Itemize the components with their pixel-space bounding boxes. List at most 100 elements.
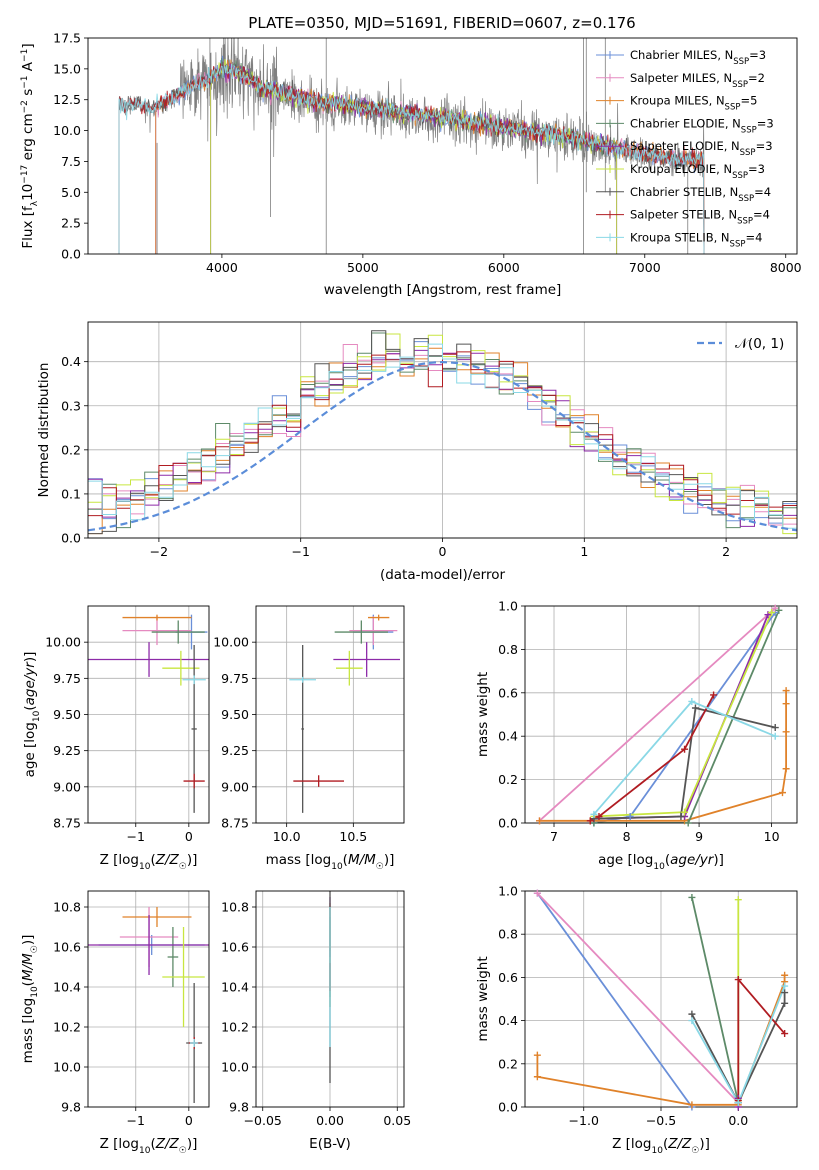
axes-frame: [255, 605, 405, 824]
legend-entry-value: =4: [754, 185, 771, 199]
y-axis-label-part: mass weight: [475, 956, 491, 1041]
x-tick-label: 0.05: [383, 1113, 411, 1128]
y-tick-label: 9.00: [53, 779, 81, 794]
mass-weight-marker: [764, 611, 772, 619]
x-axis-label-part: )]: [187, 852, 198, 868]
y-axis-label: Flux [fλ10−17 erg cm−2 s−1 A−1]: [20, 43, 40, 248]
y-tick-label: 8.75: [53, 816, 81, 831]
y-axis-label-part: age [log: [22, 722, 38, 777]
y-axis-label: mass weight: [475, 956, 491, 1041]
mass-weight-marker: [533, 889, 541, 897]
x-axis-label-part: Z/Z: [155, 1136, 180, 1152]
legend-entry-text: Chabrier ELODIE, N: [630, 116, 741, 130]
x-axis-label-part: 10: [653, 862, 665, 872]
mass-weight-line-1: [538, 607, 776, 822]
y-axis-label: Normed distribution: [36, 363, 52, 498]
legend-entry-subscript: SSP: [730, 239, 746, 249]
x-axis-label-part: Z/Z: [667, 1136, 692, 1152]
x-tick-label: 10.5: [339, 829, 367, 844]
x-axis-label-part: )]: [187, 1136, 198, 1152]
y-axis-label-part: −1: [20, 49, 30, 62]
axes-frame: [87, 605, 210, 824]
legend-entry-value: =3: [757, 116, 774, 130]
x-tick-label: −1: [127, 829, 145, 844]
y-axis-label-part: s: [20, 89, 36, 100]
y-tick-label: 0.4: [61, 354, 81, 369]
y-tick-label: 10.2: [221, 1020, 249, 1035]
y-axis-label-part: 10: [30, 986, 40, 998]
legend-entry-value: =3: [749, 48, 766, 62]
mass-weight-marker: [536, 817, 544, 825]
mass-weight-marker: [684, 819, 692, 827]
x-tick-label: 0.0: [728, 1113, 748, 1128]
mass-weight-marker: [781, 971, 789, 979]
plot-area-age_vs_mass: [289, 614, 400, 813]
y-axis-label-part: mass weight: [475, 672, 491, 757]
legend-entry-value: =4: [745, 230, 762, 244]
legend-entry-text: Salpeter MILES, N: [630, 71, 732, 85]
y-tick-label: 10.6: [53, 940, 81, 955]
y-tick-label: 12.5: [53, 92, 81, 107]
y-tick-label: 10.8: [221, 900, 249, 915]
legend-entry-subscript: SSP: [740, 148, 756, 158]
y-tick-label: 10.00: [45, 635, 81, 650]
y-tick-label: 0.2: [498, 772, 518, 787]
model-spectrum-1: [155, 60, 705, 254]
legend-entry: Kroupa STELIB, NSSP=4: [630, 230, 762, 249]
ticks-residuals: −2 −1 0 1 2 0.0 0.1 0.2 0.3 0.4: [61, 322, 797, 559]
y-axis-label: age [log10(age/yr)]: [22, 652, 42, 778]
axes-frame: [87, 890, 210, 1108]
y-tick-label: 2.5: [61, 216, 81, 231]
legend-entry: Chabrier MILES, NSSP=3: [630, 48, 766, 67]
y-axis-label-part: ☉: [30, 945, 40, 953]
figure-title: PLATE=0350, MJD=51691, FIBERID=0607, z=0…: [248, 14, 635, 32]
y-axis-label-part: erg cm: [20, 113, 36, 164]
legend-entry: Salpeter STELIB, NSSP=4: [630, 208, 770, 227]
plot-area-residuals: [88, 330, 797, 535]
legend-entry: Salpeter MILES, NSSP=2: [630, 71, 765, 90]
x-axis-label: E(B-V): [309, 1136, 351, 1152]
y-axis-label-part: mass [log: [20, 998, 36, 1064]
x-axis-label-part: 10: [139, 1146, 151, 1156]
y-tick-label: 0.2: [61, 442, 81, 457]
x-tick-label: 0: [439, 544, 447, 559]
mass-weight-marker: [782, 728, 790, 736]
mass-weight-marker: [688, 1010, 696, 1018]
axes-frame: [524, 890, 798, 1108]
y-axis-label-part: ]: [20, 43, 36, 48]
y-tick-label: 0.6: [498, 685, 518, 700]
y-tick-label: 5.0: [61, 185, 81, 200]
x-tick-label: −1: [127, 1113, 145, 1128]
y-tick-label: 0.0: [61, 247, 81, 262]
x-tick-label: −0.05: [244, 1113, 282, 1128]
x-axis-label: Z [log10(Z/Z☉)]: [100, 852, 198, 872]
x-axis-label-part: )]: [713, 852, 724, 868]
x-tick-label: 0: [185, 829, 193, 844]
ticks-massweight_vs_Z: −1.0 −0.5 0.0 0.0 0.2 0.4 0.6 0.8 1.0: [498, 884, 797, 1128]
mass-weight-marker: [710, 691, 718, 699]
x-axis-label-part: 10: [651, 1146, 663, 1156]
y-axis-label-part: A: [20, 61, 36, 75]
mass-weight-line-6: [691, 992, 786, 1105]
x-tick-label: 0: [185, 1113, 193, 1128]
x-tick-label: 10.0: [273, 829, 301, 844]
x-axis-label-part: Z [log: [100, 1136, 139, 1152]
legend-entry: Kroupa ELODIE, NSSP=3: [630, 162, 765, 181]
mass-weight-marker: [771, 724, 779, 732]
mass-weight-marker: [781, 999, 789, 1007]
x-tick-label: −0.5: [646, 1113, 676, 1128]
mass-weight-marker: [771, 604, 779, 612]
legend-entry-text: Chabrier MILES, N: [630, 48, 733, 62]
mass-weight-line-8: [593, 700, 776, 815]
mass-weight-marker: [781, 989, 789, 997]
x-tick-label: 4000: [206, 260, 238, 275]
y-tick-label: 10.6: [221, 940, 249, 955]
legend-entry-subscript: SSP: [725, 103, 741, 113]
mass-weight-marker: [688, 893, 696, 901]
legend-entry: Kroupa MILES, NSSP=5: [630, 94, 757, 113]
mass-weight-marker: [677, 812, 685, 820]
x-axis-label-part: (: [663, 1136, 668, 1152]
x-tick-label: 2: [722, 544, 730, 559]
axes-frame: [524, 605, 798, 824]
